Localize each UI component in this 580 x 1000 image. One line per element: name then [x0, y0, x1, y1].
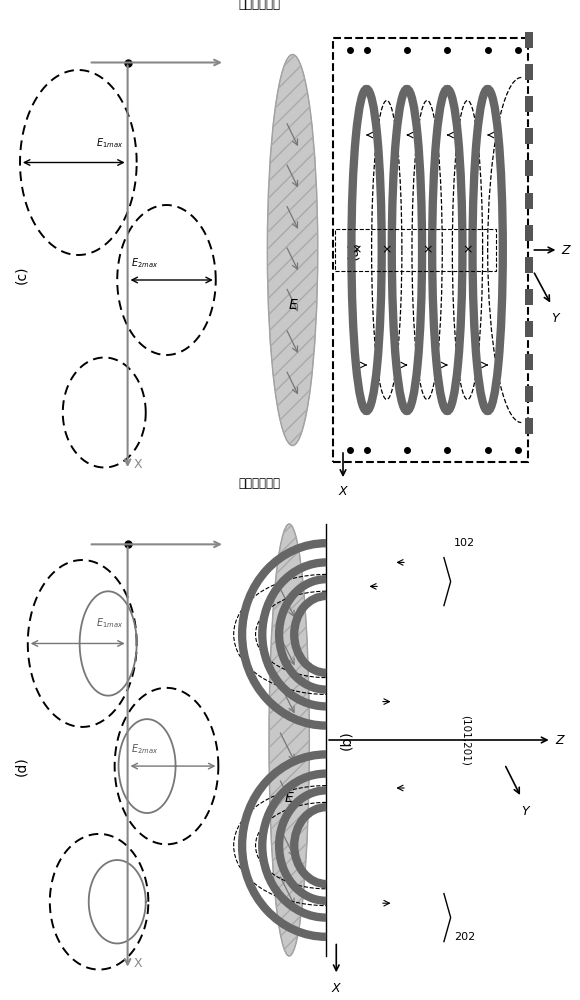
Text: X: X: [134, 957, 143, 970]
Text: $\times$: $\times$: [422, 243, 433, 256]
Text: $\times$: $\times$: [351, 243, 362, 256]
Text: $E_{1max}$: $E_{1max}$: [96, 617, 124, 630]
Bar: [525, 289, 533, 305]
Bar: [525, 225, 533, 241]
Bar: [525, 192, 533, 209]
Bar: [525, 64, 533, 80]
Bar: [335, 229, 496, 271]
Bar: [525, 386, 533, 402]
Text: (d): (d): [14, 756, 28, 776]
Text: (101,201): (101,201): [461, 715, 471, 765]
Text: 102: 102: [454, 538, 475, 548]
Text: Y: Y: [551, 312, 559, 325]
Text: E: E: [285, 791, 293, 805]
Text: $E_{2max}$: $E_{2max}$: [132, 256, 159, 270]
Text: Z: Z: [561, 243, 570, 256]
Text: (b): (b): [339, 730, 353, 750]
Ellipse shape: [267, 54, 318, 446]
Bar: [525, 160, 533, 176]
Text: 次级回路风荡: 次级回路风荡: [239, 477, 281, 490]
Text: 202: 202: [454, 932, 475, 942]
Bar: [525, 321, 533, 337]
Text: X: X: [339, 485, 347, 498]
Ellipse shape: [269, 524, 309, 956]
Text: X: X: [332, 982, 340, 995]
Text: (a): (a): [346, 240, 360, 260]
Text: Y: Y: [521, 805, 528, 818]
Text: $\times$: $\times$: [462, 243, 473, 256]
Bar: [525, 257, 533, 273]
Bar: [525, 96, 533, 112]
Text: Z: Z: [555, 734, 564, 746]
Bar: [525, 32, 533, 48]
Text: X: X: [134, 458, 143, 471]
Text: (c): (c): [14, 266, 28, 284]
Bar: [525, 128, 533, 144]
Text: 次级回路风荡: 次级回路风荡: [239, 0, 281, 11]
Text: $E_{1max}$: $E_{1max}$: [96, 136, 124, 150]
Text: $E_{2max}$: $E_{2max}$: [132, 742, 159, 756]
Bar: [525, 418, 533, 434]
Bar: [525, 354, 533, 370]
Text: E: E: [288, 298, 297, 312]
Text: $\times$: $\times$: [382, 243, 392, 256]
Bar: [333, 38, 528, 462]
